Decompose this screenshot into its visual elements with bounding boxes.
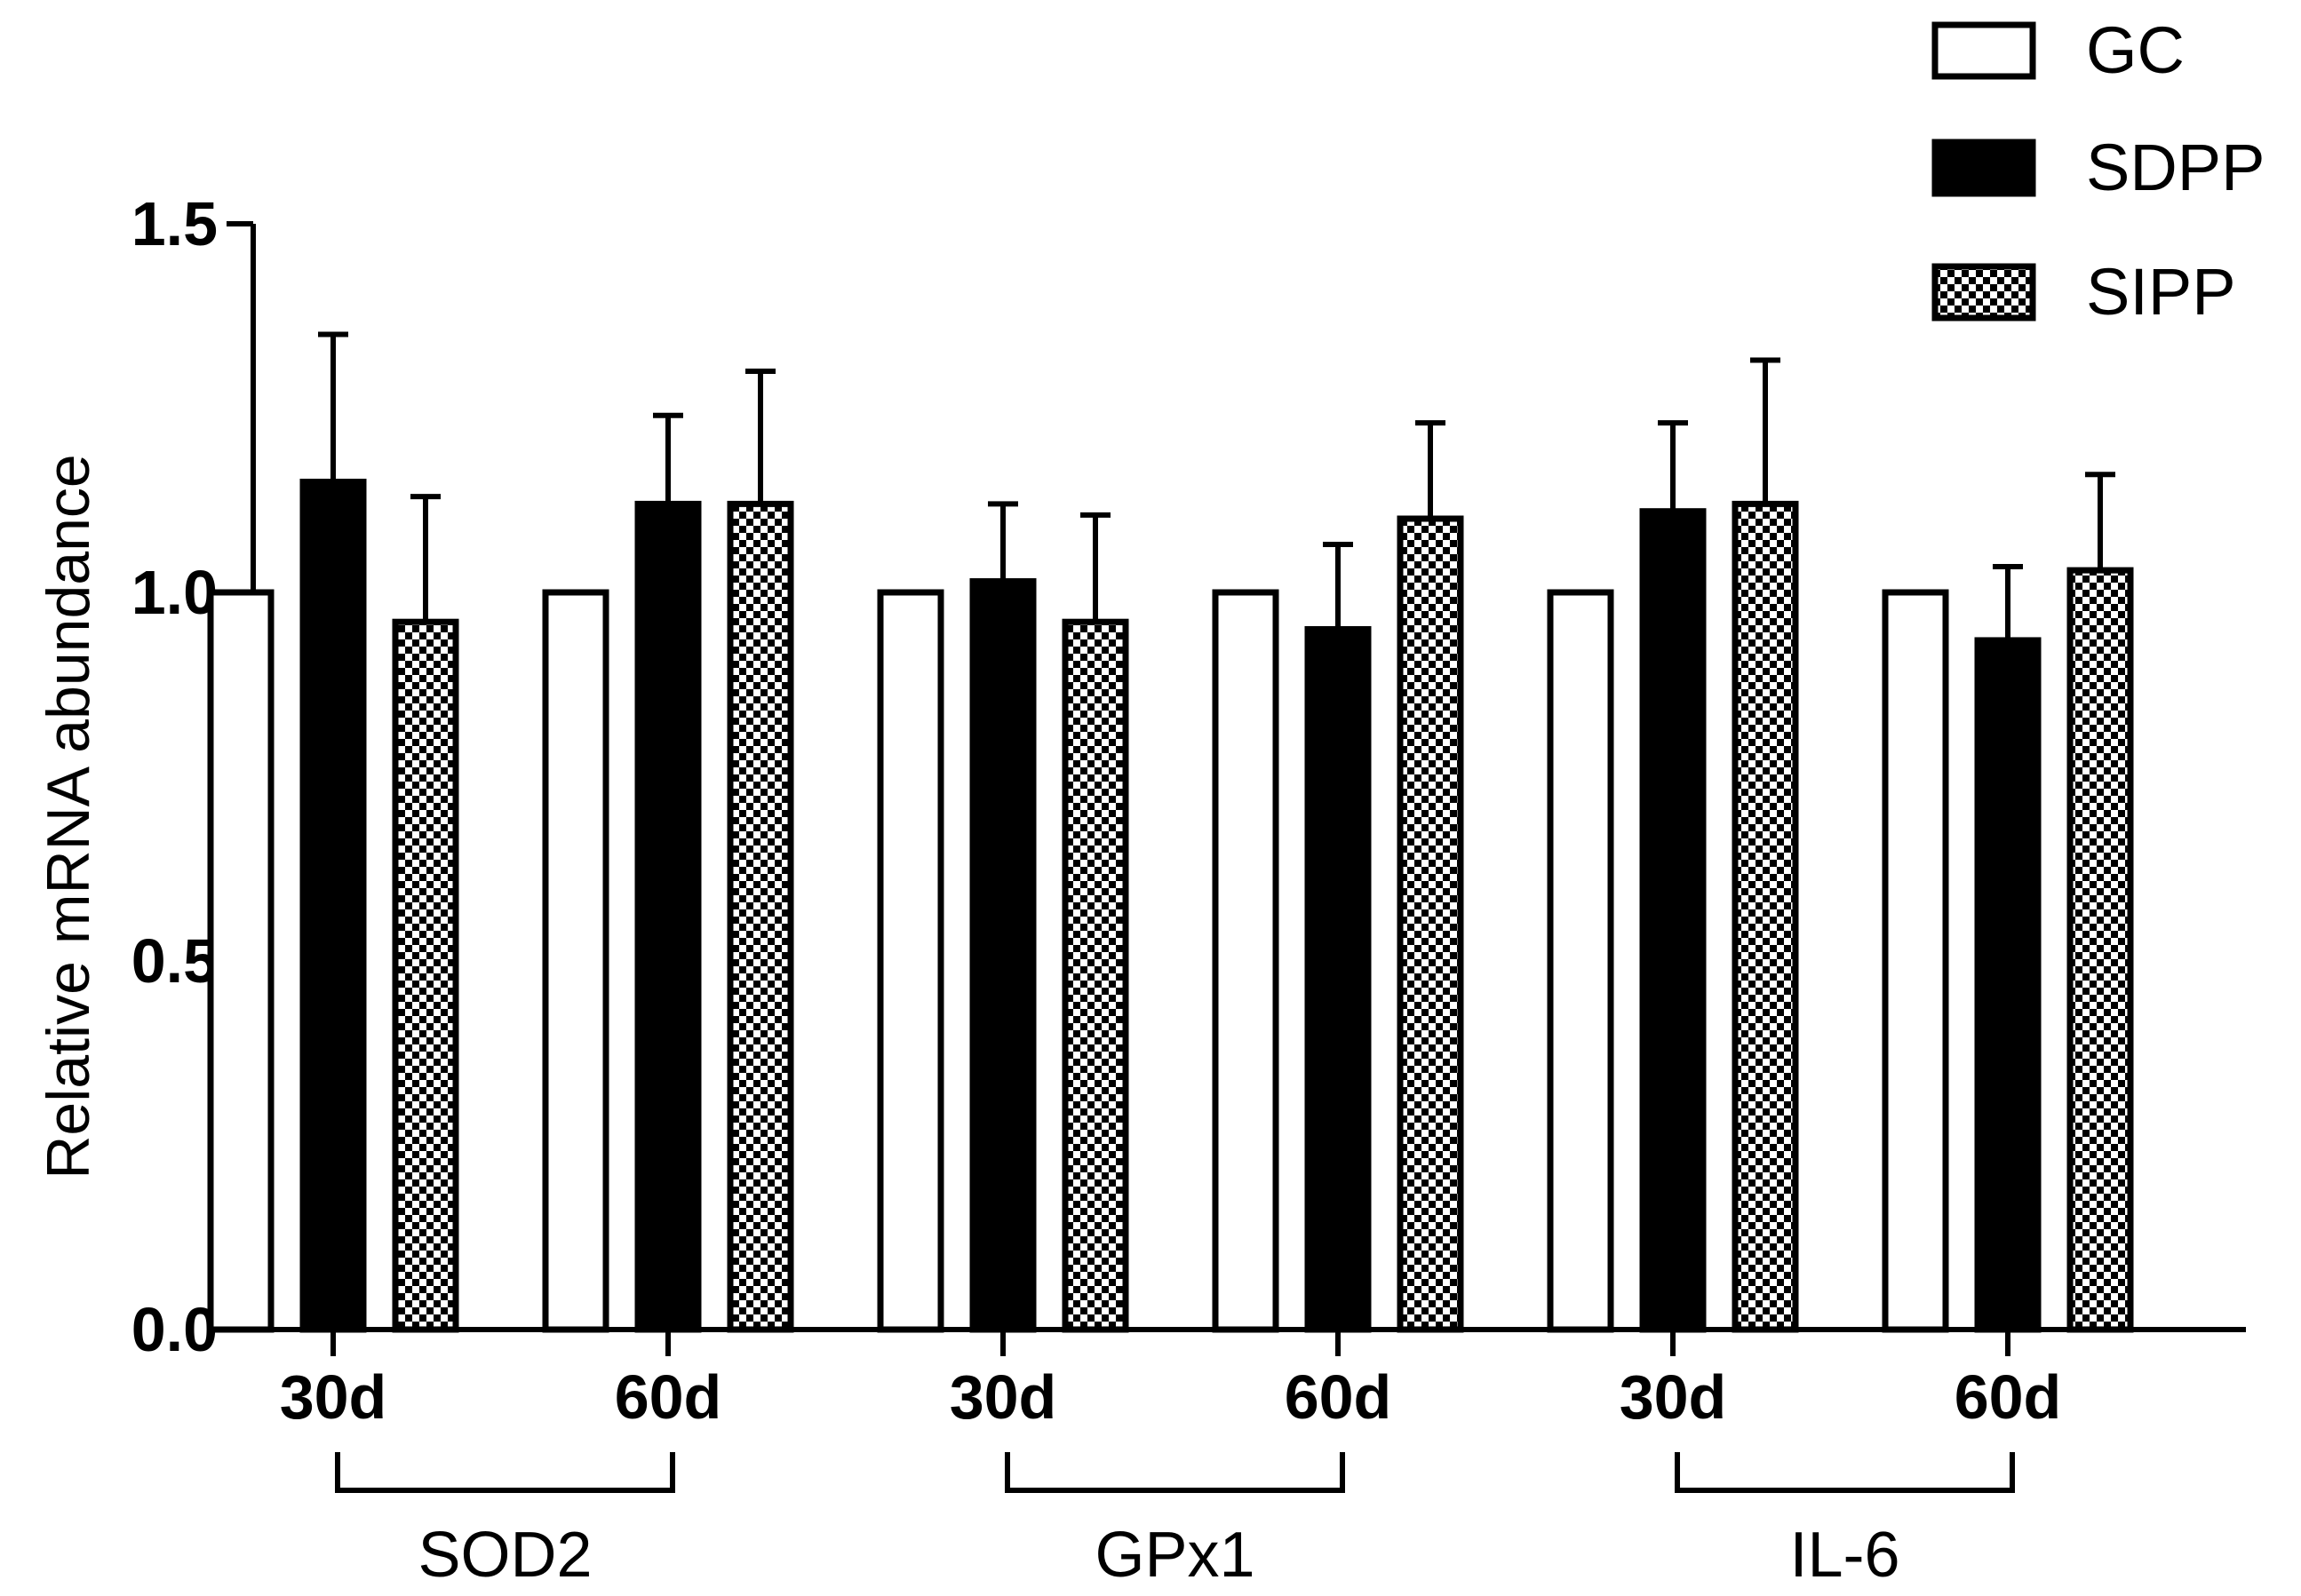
legend-label-sipp: SIPP [2086,255,2236,329]
x-tick-label: 60d [1955,1362,2062,1432]
group-bracket [1005,1452,1345,1493]
bar-gc [1212,589,1279,1333]
bar-sdpp [1304,626,1372,1333]
bar-sdpp [1639,508,1707,1333]
gene-label: IL-6 [1789,1520,1899,1591]
bar-gc [1547,589,1614,1333]
gene-label: SOD2 [418,1520,592,1591]
y-axis-title: Relative mRNA abundance [35,454,102,1179]
bar-sipp [1062,618,1129,1333]
bar-gc [1882,589,1949,1333]
legend-swatch-sdpp [1931,139,2036,197]
group-bracket [335,1452,675,1493]
y-tick-label: 1.0 [131,558,218,627]
bar-sipp [392,618,459,1333]
bars [207,331,2134,1333]
bar-sipp [2066,567,2134,1333]
x-tick-label: 30d [280,1362,387,1432]
y-axis: 0.0 0.5 1.0 1.5 Relative mRNA abundance [35,189,256,1364]
x-tick-label: 30d [950,1362,1057,1432]
bar-gc [542,589,609,1333]
y-tick-label: 0.5 [131,926,218,996]
bar-gc [207,589,275,1333]
legend: GC SDPP SIPP [1931,13,2265,329]
x-axis: 30d 60d SOD2 30d 60d GPx1 30d 60d IL-6 [253,1327,2246,1591]
bar-sdpp [299,479,367,1333]
x-tick-label: 60d [615,1362,722,1432]
bar-sipp [727,500,794,1333]
legend-label-gc: GC [2086,13,2185,87]
x-tick-label: 30d [1620,1362,1727,1432]
bar-sipp [1732,500,1799,1333]
y-tick-label: 0.0 [131,1295,218,1364]
legend-swatch-gc [1931,21,2036,80]
gene-label: GPx1 [1095,1520,1254,1591]
y-tick-label: 1.5 [131,189,218,258]
x-tick-label: 60d [1285,1362,1392,1432]
legend-label-sdpp: SDPP [2086,131,2265,204]
legend-swatch-sipp [1931,263,2036,322]
bar-sipp [1397,515,1464,1333]
bar-sdpp [634,500,702,1333]
group-bracket [1675,1452,2015,1493]
bar-sdpp [969,578,1037,1333]
bar-gc [877,589,944,1333]
bar-sdpp [1974,637,2042,1333]
